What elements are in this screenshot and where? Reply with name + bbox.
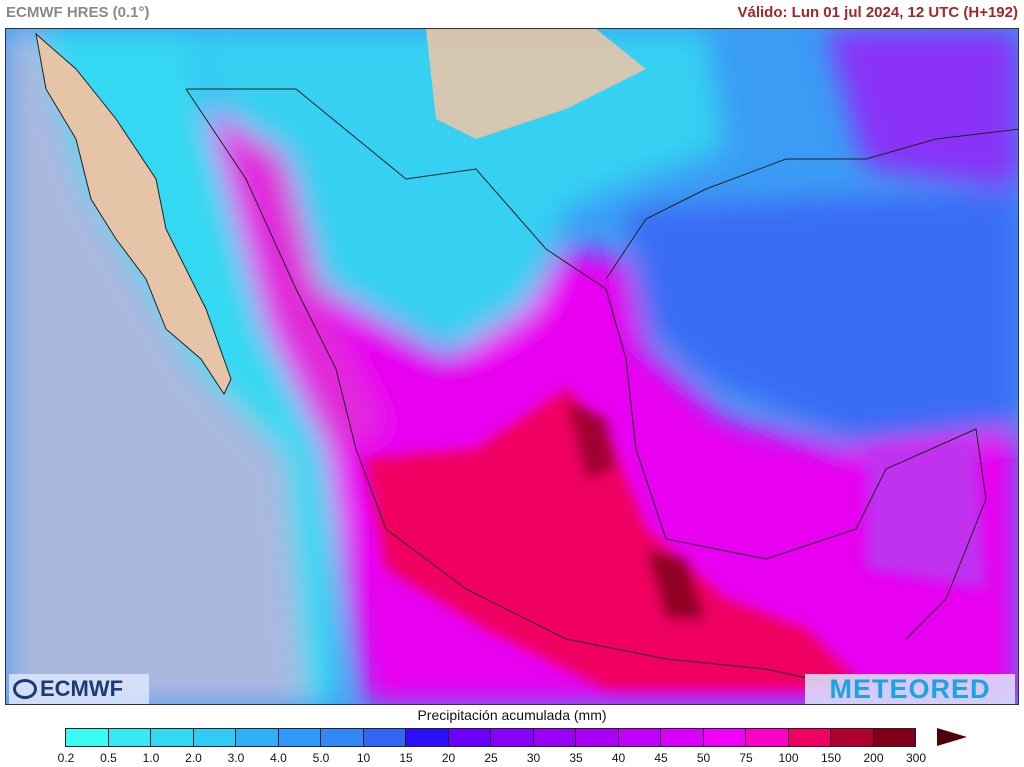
colorbar-tick-label: 150 xyxy=(820,751,842,765)
colorbar-tick-label: 15 xyxy=(399,751,413,765)
meteored-logo: METEORED xyxy=(805,674,1015,704)
pacific-dry-area xyxy=(6,29,336,704)
very-heavy-core xyxy=(366,389,866,689)
colorbar-tick-label: 0.2 xyxy=(57,751,75,765)
colorbar-swatch xyxy=(787,728,831,747)
valid-time: Válido: Lun 01 jul 2024, 12 UTC (H+192) xyxy=(737,4,1018,21)
colorbar-title: Precipitación acumulada (mm) xyxy=(417,707,607,723)
colorbar-swatch xyxy=(660,728,704,747)
colorbar-tick-label: 2.0 xyxy=(185,751,202,765)
colorbar-swatch xyxy=(107,728,151,747)
us-gulf-coastline xyxy=(605,128,1018,280)
model-title: ECMWF HRES (0.1°) xyxy=(6,4,150,21)
southeast-purple xyxy=(826,29,1018,189)
colorbar-tick-label: 300 xyxy=(905,751,927,765)
colorbar-swatch xyxy=(65,728,109,747)
mexico-coastline xyxy=(185,88,987,690)
colorbar-swatch xyxy=(575,728,619,747)
colorbar-swatch xyxy=(405,728,449,747)
ecmwf-logo: ECMWF xyxy=(9,674,149,704)
gulf-blue xyxy=(626,189,1018,449)
colorbar-tick-label: 3.0 xyxy=(227,751,245,765)
colorbar-tick-label: 1.0 xyxy=(142,751,160,765)
colorbar-tick-label: 50 xyxy=(696,751,711,765)
colorbar-swatch xyxy=(745,728,789,747)
western-sierra xyxy=(226,119,386,449)
colorbar-tick-label: 45 xyxy=(654,751,668,765)
extreme-core-2 xyxy=(646,549,706,619)
colorbar-swatch xyxy=(235,728,279,747)
colorbar-tick-label: 75 xyxy=(739,751,753,765)
map-canvas xyxy=(6,29,1018,704)
precipitation-map: ECMWF METEORED xyxy=(5,28,1019,705)
colorbar-overflow-arrow xyxy=(937,728,967,746)
colorbar-tick-label: 35 xyxy=(569,751,583,765)
colorbar-swatch xyxy=(192,728,236,747)
colorbar-swatch xyxy=(830,728,874,747)
colorbar-swatch xyxy=(532,728,576,747)
baja-california xyxy=(35,32,232,396)
colorbar-swatch xyxy=(872,728,916,747)
yucatan-purple xyxy=(866,439,986,589)
colorbar-tick-label: 30 xyxy=(526,751,541,765)
extreme-core-1 xyxy=(566,399,616,479)
colorbar-tick-label: 4.0 xyxy=(270,751,287,765)
colorbar-swatch xyxy=(490,728,534,747)
colorbar xyxy=(65,728,916,747)
colorbar-swatch xyxy=(277,728,321,747)
ecmwf-logo-icon xyxy=(13,679,37,699)
colorbar-tick-label: 200 xyxy=(863,751,884,765)
colorbar-tick-label: 100 xyxy=(778,751,799,765)
colorbar-tick-label: 20 xyxy=(441,751,456,765)
colorbar-swatch xyxy=(150,728,194,747)
colorbar-tick-label: 5.0 xyxy=(312,751,330,765)
colorbar-tick-label: 0.5 xyxy=(100,751,117,765)
colorbar-swatch xyxy=(617,728,661,747)
colorbar-swatch xyxy=(702,728,746,747)
us-dry-area xyxy=(426,29,646,139)
colorbar-tick-label: 25 xyxy=(484,751,498,765)
colorbar-tick-label: 10 xyxy=(356,751,371,765)
colorbar-swatch xyxy=(447,728,491,747)
colorbar-swatch xyxy=(320,728,364,747)
colorbar-swatch xyxy=(362,728,406,747)
colorbar-tick-label: 40 xyxy=(611,751,626,765)
